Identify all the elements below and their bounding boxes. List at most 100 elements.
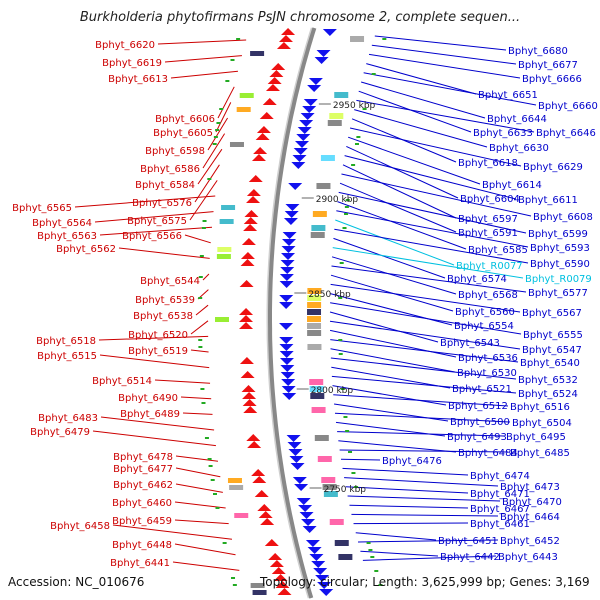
gene-leader-line [362, 555, 497, 561]
forward-gene-arrow [251, 469, 266, 476]
forward-gene-arrow [240, 371, 255, 378]
feature-block [307, 295, 322, 301]
gene-leader-line [338, 440, 457, 453]
feature-dot [216, 122, 221, 124]
feature-block [311, 225, 326, 231]
gene-label-right: Bphyt_6532 [518, 375, 578, 386]
feature-dot [198, 339, 203, 341]
gene-leader-line [371, 44, 517, 65]
gene-leader-line [170, 70, 238, 79]
forward-gene-arrow [247, 441, 262, 448]
gene-label-right: Bphyt_6599 [528, 229, 588, 240]
forward-gene-arrow [239, 280, 254, 287]
feature-dot [207, 178, 212, 180]
gene-label-right: Bphyt_6452 [500, 536, 560, 547]
forward-gene-arrow [243, 217, 258, 224]
feature-block [338, 554, 353, 560]
gene-leader-line [338, 191, 527, 234]
gene-leader-line [337, 431, 505, 437]
gene-label-right: Bphyt_6585 [468, 245, 528, 256]
gene-label-right: Bphyt_6521 [452, 384, 512, 395]
gene-leader-line [360, 81, 486, 119]
feature-dot [344, 206, 349, 208]
feature-dot [362, 108, 367, 110]
forward-gene-arrow [258, 511, 273, 518]
scale-label: 2800 kbp [311, 386, 354, 396]
gene-leader-line [180, 396, 212, 400]
gene-label-right: Bphyt_6644 [487, 114, 547, 125]
forward-gene-arrow [251, 154, 266, 161]
gene-label-right: Bphyt_6467 [470, 504, 530, 515]
gene-label-left: Bphyt_6563 [37, 231, 97, 242]
gene-label-left: Bphyt_6562 [56, 244, 116, 255]
feature-block [322, 484, 337, 490]
gene-leader-line [184, 234, 211, 244]
feature-dot [351, 472, 356, 474]
gene-label-right: Bphyt_6547 [522, 345, 582, 356]
gene-label-left: Bphyt_6489 [120, 409, 180, 420]
reverse-gene-arrow [302, 106, 317, 113]
gene-leader-line [337, 201, 467, 250]
gene-leader-line [353, 522, 469, 525]
forward-gene-arrow [239, 357, 254, 364]
feature-dot [354, 143, 359, 145]
gene-leader-line [335, 219, 455, 266]
feature-block [314, 435, 329, 441]
gene-leader-line [344, 155, 517, 200]
reverse-gene-arrow [281, 379, 296, 386]
feature-dot [338, 297, 343, 299]
feature-block [252, 590, 267, 595]
feature-dot [344, 213, 349, 215]
scale-label: 2950 kbp [333, 101, 376, 111]
reverse-gene-arrow [288, 183, 303, 190]
gene-label-right: Bphyt_6470 [502, 497, 562, 508]
gene-label-right: Bphyt_6512 [448, 401, 508, 412]
gene-label-right: Bphyt_6660 [538, 101, 598, 112]
forward-gene-arrow [246, 196, 261, 203]
gene-label-left: Bphyt_6520 [128, 330, 188, 341]
forward-gene-arrow [241, 385, 256, 392]
reverse-gene-arrow [308, 78, 323, 85]
gene-leader-line [334, 228, 529, 264]
reverse-gene-arrow [299, 512, 314, 519]
reverse-gene-arrow [279, 358, 294, 365]
reverse-gene-arrow [293, 148, 308, 155]
reverse-gene-arrow [281, 246, 296, 253]
feature-dot [236, 38, 241, 40]
reverse-gene-arrow [301, 519, 316, 526]
topology-text: Topology: circular; Length: 3,625,999 bp… [260, 575, 590, 589]
reverse-gene-arrow [309, 554, 324, 561]
gene-leader-line [363, 72, 537, 106]
feature-dot [222, 542, 227, 544]
accession-text: Accession: NC_010676 [8, 575, 145, 589]
feature-block [350, 36, 365, 42]
feature-block [307, 309, 322, 315]
gene-leader-line [215, 102, 232, 133]
gene-leader-line [98, 335, 209, 341]
reverse-gene-arrow [282, 239, 297, 246]
feature-dot [374, 570, 379, 572]
gene-label-right: Bphyt_6516 [510, 402, 570, 413]
gene-label-left: Bphyt_6518 [36, 336, 96, 347]
feature-block [307, 323, 322, 329]
chromosome-backbone [266, 27, 317, 599]
gene-label-left: Bphyt_6544 [140, 276, 200, 287]
scale-label: 2750 kbp [324, 485, 367, 495]
backbone-arc [268, 27, 317, 599]
feature-block [219, 219, 234, 224]
reverse-gene-arrow [305, 540, 320, 547]
feature-dot [345, 199, 350, 201]
gene-leader-line [339, 182, 457, 233]
forward-gene-arrow [278, 35, 293, 42]
gene-label-right: Bphyt_6568 [458, 290, 518, 301]
feature-dot [204, 437, 209, 439]
gene-leader-line [346, 145, 459, 199]
gene-label-left: Bphyt_6477 [113, 464, 173, 475]
forward-gene-arrow [242, 392, 257, 399]
gene-leader-line [112, 524, 233, 540]
gene-label-right: Bphyt_6614 [482, 180, 542, 191]
gene-leader-line [331, 375, 517, 394]
feature-track [198, 28, 387, 596]
gene-leader-line [347, 136, 481, 185]
gene-label-right: Bphyt_6442 [440, 552, 500, 563]
